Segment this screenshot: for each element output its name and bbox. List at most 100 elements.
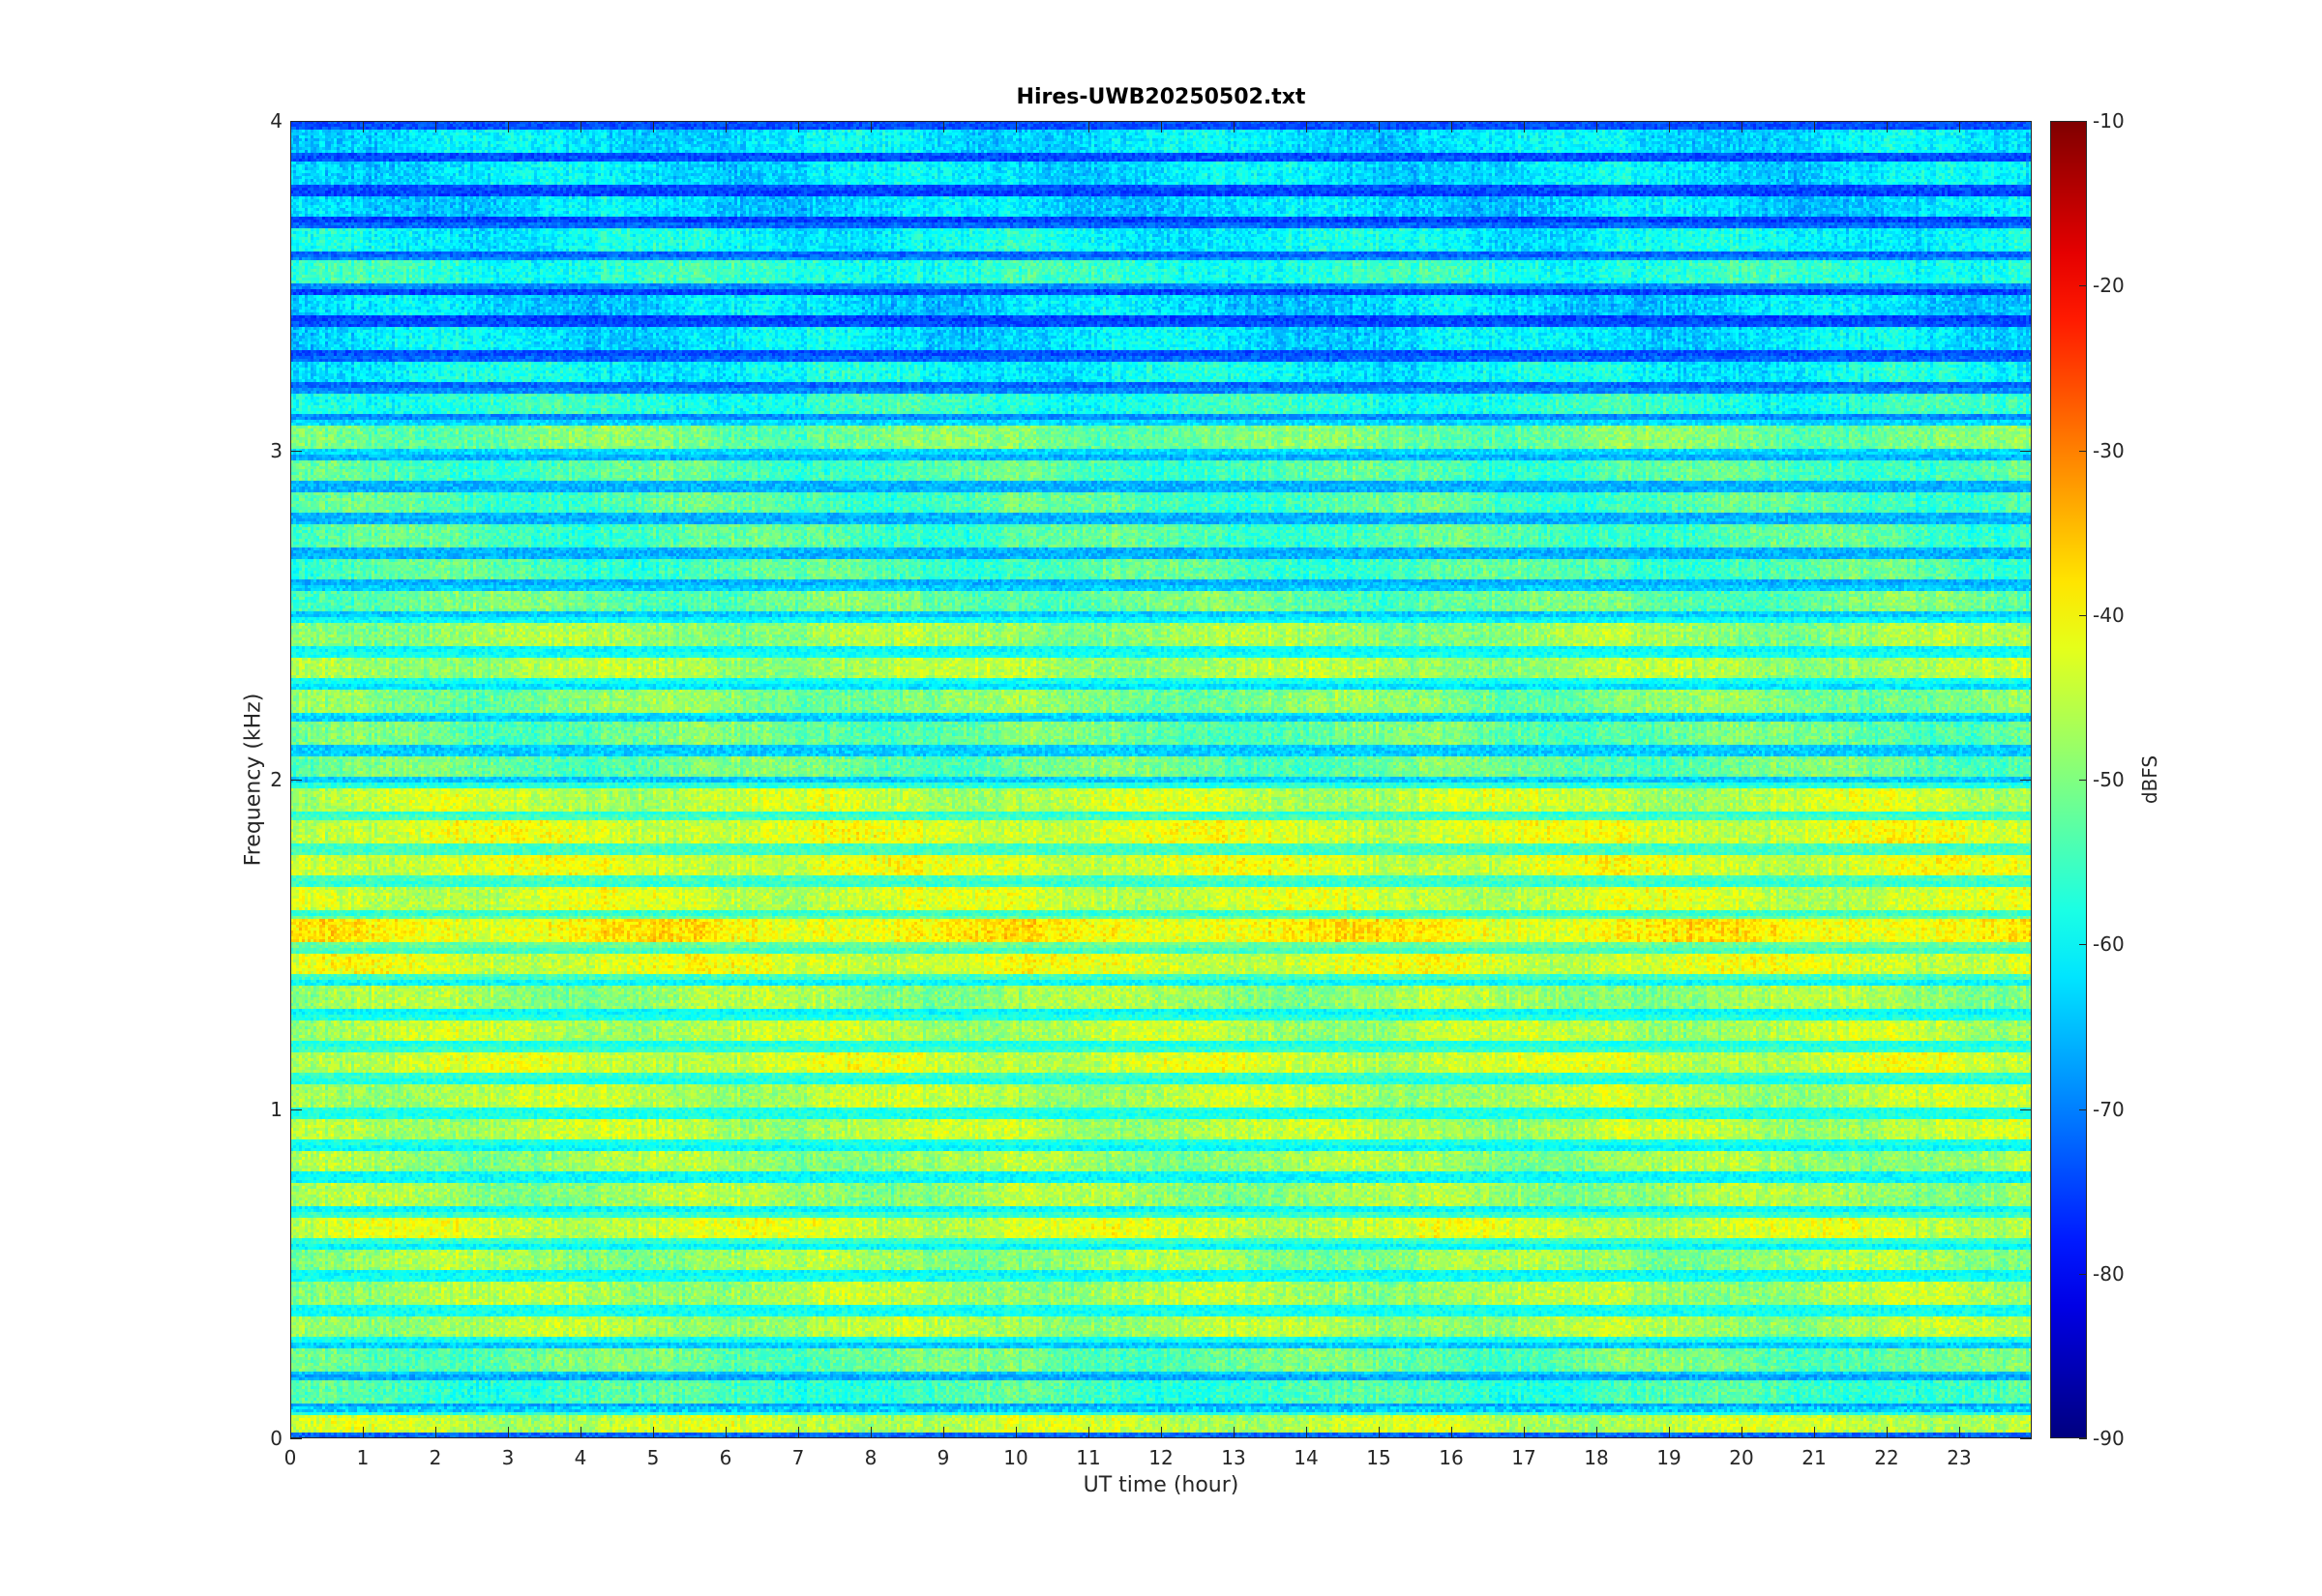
colorbar-tick-mark — [2079, 285, 2087, 287]
colorbar-tick-mark — [2079, 1108, 2087, 1110]
x-tick-label: 15 — [1366, 1446, 1391, 1469]
y-axis-label: Frequency (kHz) — [241, 693, 266, 867]
x-tick-mark — [1088, 121, 1089, 133]
x-tick-label: 9 — [937, 1446, 950, 1469]
x-tick-label: 8 — [864, 1446, 878, 1469]
colorbar-tick-mark — [2079, 1273, 2087, 1275]
colorbar-tick-mark — [2079, 450, 2087, 452]
x-tick-mark — [1088, 1427, 1089, 1438]
x-tick-mark — [1669, 1427, 1670, 1438]
x-tick-mark — [580, 121, 581, 133]
x-tick-mark — [1016, 121, 1017, 133]
colorbar-tick-label: -60 — [2093, 932, 2125, 957]
x-tick-mark — [290, 1427, 291, 1438]
colorbar-tick-mark — [2079, 944, 2087, 946]
y-tick-label: 3 — [270, 438, 283, 462]
x-tick-label: 0 — [283, 1446, 297, 1469]
x-tick-label: 11 — [1076, 1446, 1101, 1469]
x-tick-mark — [508, 121, 509, 133]
x-tick-mark — [798, 121, 799, 133]
x-tick-mark — [508, 1427, 509, 1438]
x-tick-mark — [871, 1427, 872, 1438]
x-tick-mark — [1379, 121, 1380, 133]
x-tick-label: 22 — [1874, 1446, 1899, 1469]
x-tick-mark — [943, 1427, 944, 1438]
y-tick-mark — [290, 450, 302, 452]
x-tick-mark — [363, 121, 364, 133]
x-tick-mark — [1161, 1427, 1162, 1438]
spectrogram-heatmap — [290, 121, 2032, 1438]
colorbar-tick-mark — [2079, 780, 2087, 781]
x-tick-mark — [1161, 121, 1162, 133]
y-tick-mark — [2020, 1438, 2032, 1439]
y-tick-mark — [290, 780, 302, 781]
x-tick-mark — [1596, 121, 1597, 133]
x-tick-mark — [363, 1427, 364, 1438]
x-tick-label: 7 — [791, 1446, 805, 1469]
x-tick-label: 21 — [1801, 1446, 1827, 1469]
y-tick-label: 2 — [270, 768, 283, 791]
colorbar-tick-label: -90 — [2093, 1427, 2125, 1450]
colorbar-tick-label: -10 — [2093, 109, 2125, 133]
x-tick-label: 6 — [719, 1446, 732, 1469]
colorbar-tick-label: -40 — [2093, 603, 2125, 627]
x-tick-label: 5 — [646, 1446, 660, 1469]
x-tick-label: 23 — [1947, 1446, 1972, 1469]
x-tick-mark — [1596, 1427, 1597, 1438]
x-tick-mark — [1669, 121, 1670, 133]
x-tick-mark — [1524, 121, 1525, 133]
x-tick-mark — [1016, 1427, 1017, 1438]
x-tick-label: 14 — [1294, 1446, 1319, 1469]
x-tick-mark — [1959, 1427, 1960, 1438]
x-tick-label: 17 — [1511, 1446, 1536, 1469]
x-tick-mark — [653, 121, 654, 133]
x-tick-mark — [1379, 1427, 1380, 1438]
x-tick-mark — [1887, 1427, 1888, 1438]
x-tick-mark — [1306, 1427, 1307, 1438]
x-tick-label: 4 — [574, 1446, 587, 1469]
x-tick-mark — [871, 121, 872, 133]
x-tick-mark — [653, 1427, 654, 1438]
x-tick-mark — [1234, 1427, 1235, 1438]
y-tick-label: 1 — [270, 1097, 283, 1121]
colorbar-tick-label: -20 — [2093, 274, 2125, 298]
colorbar-tick-label: -70 — [2093, 1097, 2125, 1121]
x-tick-label: 19 — [1656, 1446, 1682, 1469]
y-tick-label: 0 — [270, 1427, 283, 1450]
x-tick-mark — [1524, 1427, 1525, 1438]
x-tick-mark — [435, 1427, 436, 1438]
colorbar-tick-mark — [2079, 614, 2087, 616]
colorbar-tick-label: -80 — [2093, 1261, 2125, 1286]
x-tick-label: 2 — [429, 1446, 442, 1469]
x-tick-mark — [798, 1427, 799, 1438]
x-tick-mark — [1814, 121, 1815, 133]
colorbar-label: dBFS — [2138, 754, 2161, 805]
colorbar-tick-label: -50 — [2093, 768, 2125, 791]
x-tick-mark — [943, 121, 944, 133]
y-tick-mark — [290, 1108, 302, 1110]
y-tick-mark — [2020, 1108, 2032, 1110]
x-tick-label: 1 — [356, 1446, 370, 1469]
x-tick-mark — [1451, 1427, 1452, 1438]
y-tick-mark — [2020, 780, 2032, 781]
y-tick-label: 4 — [270, 109, 283, 133]
x-tick-mark — [1887, 121, 1888, 133]
x-tick-mark — [1451, 121, 1452, 133]
x-tick-mark — [290, 121, 291, 133]
x-tick-mark — [726, 121, 727, 133]
x-tick-mark — [1959, 121, 1960, 133]
y-tick-mark — [290, 1438, 302, 1439]
x-tick-label: 20 — [1729, 1446, 1754, 1469]
colorbar-tick-label: -30 — [2093, 438, 2125, 462]
colorbar-tick-mark — [2079, 121, 2087, 122]
x-tick-mark — [1814, 1427, 1815, 1438]
y-tick-mark — [290, 121, 302, 122]
x-tick-mark — [1234, 121, 1235, 133]
x-axis-label: UT time (hour) — [1083, 1473, 1239, 1497]
x-tick-label: 3 — [501, 1446, 515, 1469]
x-tick-label: 12 — [1148, 1446, 1174, 1469]
x-tick-mark — [1306, 121, 1307, 133]
y-tick-mark — [2020, 450, 2032, 452]
x-tick-mark — [580, 1427, 581, 1438]
